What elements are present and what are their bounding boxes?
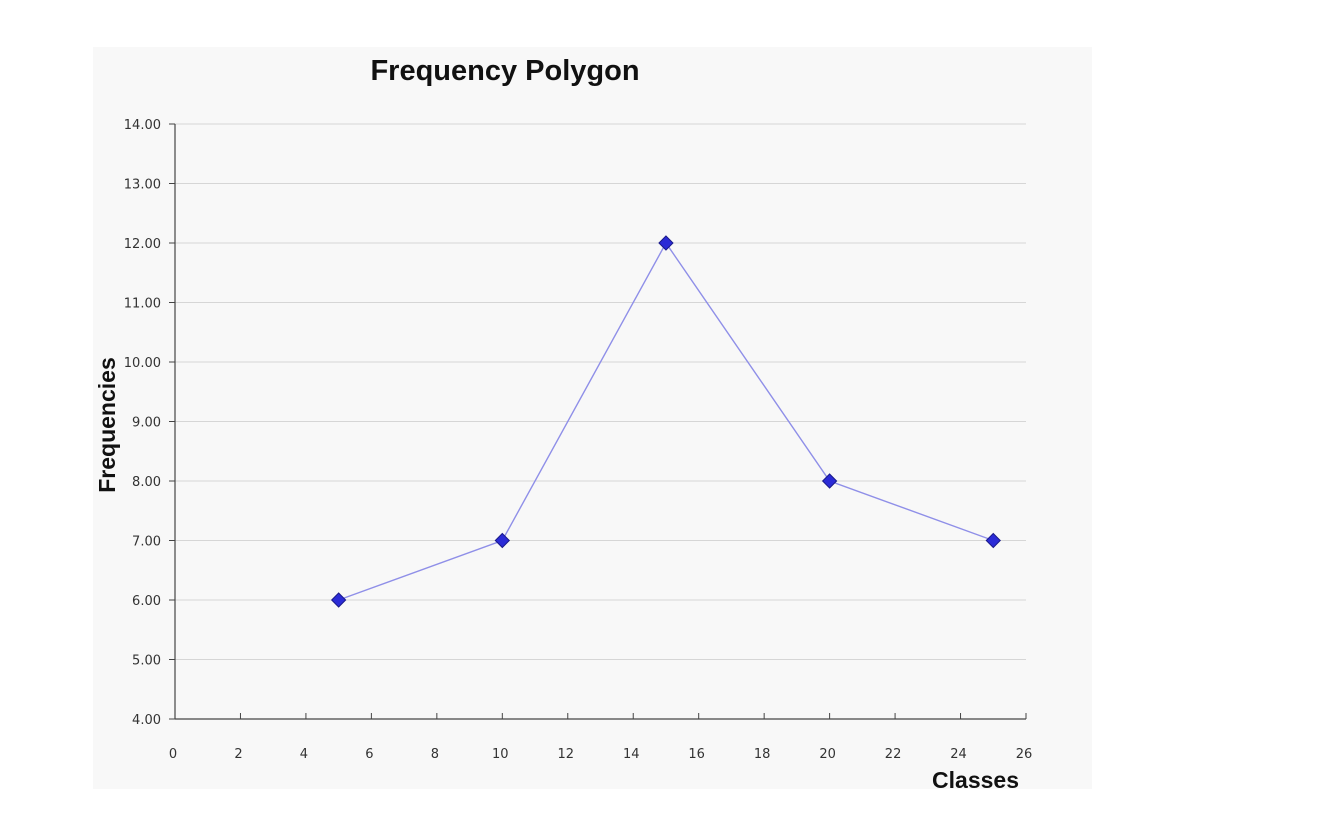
grid-layer xyxy=(175,123,1026,660)
chart-panel: Frequency Polygon 4.00 5.00 6.00 7.00 8.00 9.… xyxy=(93,47,1092,789)
data-point-marker xyxy=(494,532,511,549)
data-point-marker xyxy=(821,473,838,489)
y-tick-label: 12.00 xyxy=(124,237,161,252)
y-tick-label: 10.00 xyxy=(124,356,161,371)
x-tick-label: 18 xyxy=(754,747,771,762)
y-tick-label: 5.00 xyxy=(132,654,161,669)
y-tick-label: 8.00 xyxy=(132,475,161,490)
x-tick-label: 26 xyxy=(1016,747,1033,762)
y-tick-label: 13.00 xyxy=(124,178,161,193)
x-tick-label: 0 xyxy=(169,747,177,762)
y-tick-label: 9.00 xyxy=(132,416,161,431)
data-point-marker xyxy=(658,235,674,251)
y-axis-title: Frequencies xyxy=(94,357,120,493)
chart-title: Frequency Polygon xyxy=(370,55,639,87)
frequency-polygon-chart: Frequency Polygon 4.00 5.00 6.00 7.00 8.00 9.… xyxy=(94,55,1032,789)
data-point-marker xyxy=(330,592,347,608)
x-tick-label: 22 xyxy=(885,747,902,762)
y-tick-label: 11.00 xyxy=(124,297,161,312)
x-tick-label: 6 xyxy=(365,747,373,762)
data-point-marker xyxy=(985,532,1001,549)
x-tick-label: 8 xyxy=(431,747,439,762)
x-tick-label: 16 xyxy=(688,747,705,762)
y-tick-label: 7.00 xyxy=(132,535,161,550)
x-tick-label: 24 xyxy=(950,747,967,762)
y-tick-label: 6.00 xyxy=(132,594,161,609)
x-tick-label: 2 xyxy=(234,747,242,762)
x-tick-label: 12 xyxy=(557,747,574,762)
series-layer xyxy=(330,235,1001,608)
axes-layer: 4.00 5.00 6.00 7.00 8.00 9.00 10.00 11.00 12.00 1… xyxy=(124,118,1032,762)
y-tick-label: 4.00 xyxy=(132,713,161,728)
y-tick-label: 14.00 xyxy=(124,118,161,133)
x-tick-label: 4 xyxy=(300,747,308,762)
x-tick-label: 14 xyxy=(623,747,640,762)
x-tick-label: 10 xyxy=(492,747,509,762)
x-axis-title: Classes xyxy=(932,767,1019,789)
x-tick-label: 20 xyxy=(819,747,836,762)
